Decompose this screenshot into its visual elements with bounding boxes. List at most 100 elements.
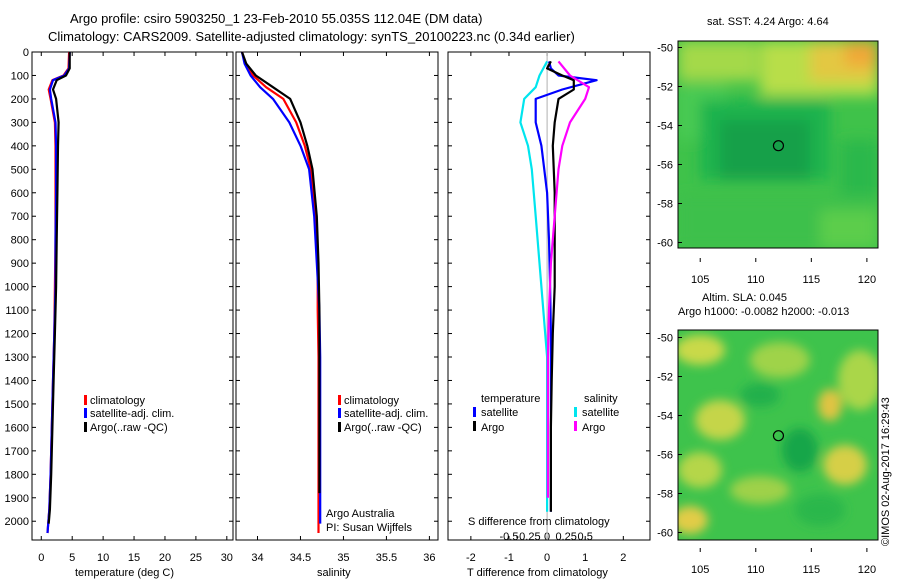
s-diff-tick-label: 0.5 — [578, 531, 593, 543]
s-diff-tick-label: -0.5 — [499, 531, 518, 543]
x-tick-label: 15 — [128, 552, 140, 564]
y-tick-label: 1400 — [5, 375, 29, 387]
x-tick-label: 34 — [251, 552, 263, 564]
sla-map-subtitle: Argo h1000: -0.0082 h2000: -0.013 — [678, 306, 849, 318]
legend-argo: Argo(..raw -QC) — [344, 422, 422, 434]
map-x-tick-label: 120 — [858, 564, 876, 576]
x-tick-label: 35.5 — [376, 552, 397, 564]
plot-frame — [31, 51, 234, 541]
legend-swatch-climatology — [84, 395, 87, 405]
y-tick-label: 500 — [11, 164, 29, 176]
y-tick-label: 1600 — [5, 422, 29, 434]
x-tick-label: -2 — [466, 552, 476, 564]
x-tick-label: 0 — [38, 552, 44, 564]
legend-swatch-t-satellite — [473, 407, 476, 417]
legend-swatch-satellite — [338, 408, 341, 418]
argo-position-marker — [772, 430, 785, 442]
y-tick-label: 1500 — [5, 399, 29, 411]
legend-swatch-s-argo — [574, 421, 577, 431]
t-diff-x-axis-label: T difference from climatology — [467, 567, 608, 579]
y-tick-label: 0 — [23, 47, 29, 59]
salinity-legend: climatology satellite-adj. clim. Argo(..… — [338, 395, 428, 434]
map-x-tick-label: 110 — [747, 274, 765, 286]
title-line2: Climatology: CARS2009. Satellite-adjuste… — [48, 29, 575, 44]
sla-map-field — [678, 335, 878, 534]
y-tick-label: 1000 — [5, 282, 29, 294]
s-diff-axis-label: S difference from climatology — [468, 516, 610, 528]
y-tick-label: 800 — [11, 235, 29, 247]
legend-climatology: climatology — [344, 395, 400, 407]
difference-legend: temperature salinity satellite Argo sate… — [473, 393, 619, 434]
x-tick-label: 25 — [190, 552, 202, 564]
legend-temperature-header: temperature — [481, 393, 540, 405]
y-tick-label: 400 — [11, 141, 29, 153]
argo-position-marker — [772, 140, 785, 152]
title-line1: Argo profile: csiro 5903250_1 23-Feb-201… — [70, 11, 482, 26]
map-y-tick-label: -58 — [657, 489, 673, 501]
x-tick-label: -1 — [504, 552, 514, 564]
series-line-argo-raw-qc- — [47, 52, 71, 524]
credit-argo-australia: Argo Australia — [326, 508, 395, 520]
x-tick-label: 10 — [97, 552, 109, 564]
map-x-tick-label: 115 — [803, 564, 821, 576]
temp-legend: climatology satellite-adj. clim. Argo(..… — [84, 395, 174, 434]
series-line-argo-raw-qc- — [240, 51, 321, 494]
legend-swatch-s-satellite — [574, 407, 577, 417]
x-tick-label: 36 — [423, 552, 435, 564]
y-tick-label: 2000 — [5, 516, 29, 528]
x-tick-label: 20 — [159, 552, 171, 564]
legend-satellite: satellite-adj. clim. — [90, 408, 174, 420]
map-y-tick-label: -50 — [657, 43, 673, 55]
sst-map-axes: 105 110 115 120 -50 -52 -54 -56 -58 -60 — [657, 43, 876, 287]
map-y-tick-label: -56 — [657, 160, 673, 172]
y-tick-label: 600 — [11, 188, 29, 200]
y-tick-label: 1200 — [5, 329, 29, 341]
series-line-t-argo — [545, 60, 575, 512]
y-tick-label: 1300 — [5, 352, 29, 364]
credit-pi: PI: Susan Wijffels — [326, 522, 412, 534]
legend-satellite: satellite-adj. clim. — [344, 408, 428, 420]
map-y-tick-label: -56 — [657, 450, 673, 462]
x-tick-label: 0 — [544, 552, 550, 564]
legend-swatch-t-argo — [473, 421, 476, 431]
legend-swatch-climatology — [338, 395, 341, 405]
y-tick-label: 1800 — [5, 469, 29, 481]
y-tick-label: 100 — [11, 70, 29, 82]
sla-map-title: Altim. SLA: 0.045 — [702, 292, 787, 304]
y-tick-label: 1700 — [5, 446, 29, 458]
map-y-tick-label: -60 — [657, 238, 673, 250]
legend-swatch-argo — [338, 422, 341, 432]
y-tick-label: 1900 — [5, 493, 29, 505]
map-x-tick-label: 105 — [691, 274, 709, 286]
y-tick-label: 1100 — [5, 305, 29, 317]
sst-map — [677, 40, 879, 249]
map-y-tick-label: -58 — [657, 199, 673, 211]
copyright-footer: ©IMOS 02-Aug-2017 16:29:43 — [880, 397, 892, 546]
legend-argo: Argo(..raw -QC) — [90, 422, 168, 434]
map-y-tick-label: -54 — [657, 411, 673, 423]
s-diff-tick-label: 0.25 — [555, 531, 576, 543]
x-tick-label: 2 — [620, 552, 626, 564]
map-y-tick-label: -50 — [657, 333, 673, 345]
map-x-tick-label: 115 — [803, 274, 821, 286]
x-tick-label: 34.5 — [290, 552, 311, 564]
plot-frame — [235, 51, 439, 541]
salinity-x-axis-label: salinity — [317, 567, 351, 579]
legend-s-satellite: satellite — [582, 407, 619, 419]
salinity-profile-panel: 34 34.5 35 35.5 36 — [235, 51, 439, 564]
x-tick-label: 30 — [221, 552, 233, 564]
legend-s-argo: Argo — [582, 422, 605, 434]
map-y-tick-label: -54 — [657, 121, 673, 133]
map-x-tick-label: 120 — [858, 274, 876, 286]
sla-map-axes: 105 110 115 120 -50 -52 -54 -56 -58 -60 — [657, 333, 876, 577]
map-y-tick-label: -52 — [657, 372, 673, 384]
y-tick-label: 900 — [11, 258, 29, 270]
series-line-s-argo — [546, 60, 591, 498]
x-tick-label: 35 — [337, 552, 349, 564]
legend-swatch-argo — [84, 422, 87, 432]
y-tick-label: 700 — [11, 211, 29, 223]
sst-map-title: sat. SST: 4.24 Argo: 4.64 — [707, 16, 829, 28]
x-tick-label: 5 — [69, 552, 75, 564]
s-diff-tick-label: -0.25 — [515, 531, 540, 543]
